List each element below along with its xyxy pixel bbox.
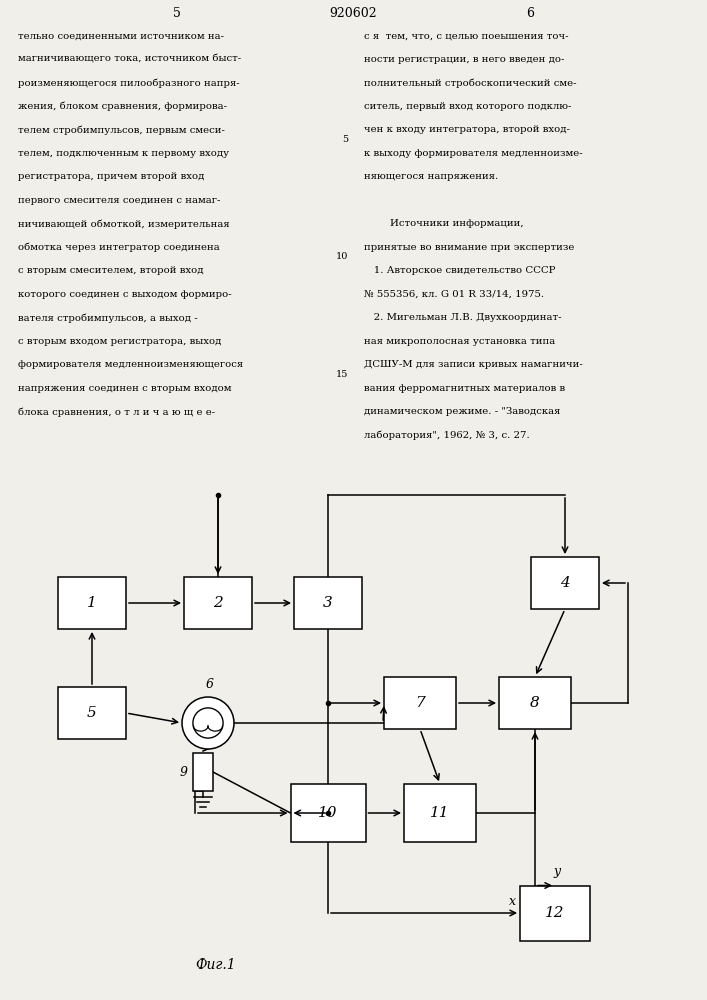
Text: 5: 5 bbox=[173, 7, 181, 20]
Text: полнительный стробоскопический сме-: полнительный стробоскопический сме- bbox=[364, 78, 577, 88]
Text: регистратора, причем второй вход: регистратора, причем второй вход bbox=[18, 172, 204, 181]
Text: 5: 5 bbox=[87, 706, 97, 720]
Bar bbox=[499, 677, 571, 729]
Bar bbox=[384, 677, 456, 729]
Text: ная микрополосная установка типа: ная микрополосная установка типа bbox=[364, 337, 556, 346]
Text: 2: 2 bbox=[213, 596, 223, 610]
Text: магничивающего тока, источником быст-: магничивающего тока, источником быст- bbox=[18, 55, 241, 64]
Text: 15: 15 bbox=[336, 370, 349, 379]
Bar bbox=[404, 784, 476, 842]
Text: 2. Мигельман Л.В. Двухкоординат-: 2. Мигельман Л.В. Двухкоординат- bbox=[364, 313, 561, 322]
Text: первого смесителя соединен с намаг-: первого смесителя соединен с намаг- bbox=[18, 196, 220, 205]
Text: к выходу формирователя медленноизме-: к выходу формирователя медленноизме- bbox=[364, 149, 583, 158]
Text: 6: 6 bbox=[526, 7, 534, 20]
Text: жения, блоком сравнения, формирова-: жения, блоком сравнения, формирова- bbox=[18, 102, 227, 111]
Bar bbox=[193, 753, 213, 791]
Text: 10: 10 bbox=[318, 806, 338, 820]
Bar bbox=[520, 886, 590, 940]
Bar bbox=[531, 557, 599, 609]
Bar bbox=[58, 577, 126, 629]
Text: с вторым смесителем, второй вход: с вторым смесителем, второй вход bbox=[18, 266, 203, 275]
Text: 4: 4 bbox=[560, 576, 570, 590]
Text: формирователя медленноизменяющегося: формирователя медленноизменяющегося bbox=[18, 360, 243, 369]
Text: напряжения соединен с вторым входом: напряжения соединен с вторым входом bbox=[18, 384, 231, 393]
Text: 6: 6 bbox=[206, 678, 214, 691]
Bar bbox=[291, 784, 366, 842]
Text: ности регистрации, в него введен до-: ности регистрации, в него введен до- bbox=[364, 55, 564, 64]
Text: 9: 9 bbox=[180, 766, 188, 778]
Text: роизменяющегося пилообразного напря-: роизменяющегося пилообразного напря- bbox=[18, 78, 239, 88]
Text: принятые во внимание при экспертизе: принятые во внимание при экспертизе bbox=[364, 243, 575, 252]
Text: ДСШУ-М для записи кривых намагничи-: ДСШУ-М для записи кривых намагничи- bbox=[364, 360, 583, 369]
Text: чен к входу интегратора, второй вход-: чен к входу интегратора, второй вход- bbox=[364, 125, 570, 134]
Text: 3: 3 bbox=[323, 596, 333, 610]
Text: блока сравнения, о т л и ч а ю щ е е-: блока сравнения, о т л и ч а ю щ е е- bbox=[18, 407, 215, 417]
Text: x: x bbox=[508, 895, 515, 908]
Text: обмотка через интегратор соединена: обмотка через интегратор соединена bbox=[18, 243, 219, 252]
Text: ситель, первый вход которого подклю-: ситель, первый вход которого подклю- bbox=[364, 102, 571, 111]
Bar bbox=[184, 577, 252, 629]
Text: № 555356, кл. G 01 R 33/14, 1975.: № 555356, кл. G 01 R 33/14, 1975. bbox=[364, 290, 544, 299]
Bar bbox=[294, 577, 362, 629]
Text: 8: 8 bbox=[530, 696, 540, 710]
Text: динамическом режиме. - "Заводская: динамическом режиме. - "Заводская bbox=[364, 407, 561, 416]
Text: 920602: 920602 bbox=[329, 7, 378, 20]
Text: тельно соединенными источником на-: тельно соединенными источником на- bbox=[18, 31, 223, 40]
Circle shape bbox=[182, 697, 234, 749]
Text: 10: 10 bbox=[336, 252, 349, 261]
Text: 1. Авторское свидетельство СССР: 1. Авторское свидетельство СССР bbox=[364, 266, 556, 275]
Text: ничивающей обмоткой, измерительная: ничивающей обмоткой, измерительная bbox=[18, 219, 229, 229]
Text: Фиг.1: Фиг.1 bbox=[195, 958, 235, 972]
Text: с я  тем, что, с целью поеышения точ-: с я тем, что, с целью поеышения точ- bbox=[364, 31, 568, 40]
Text: 5: 5 bbox=[342, 135, 349, 144]
Text: 1: 1 bbox=[87, 596, 97, 610]
Text: телем, подключенным к первому входу: телем, подключенным к первому входу bbox=[18, 149, 229, 158]
Text: лаборатория", 1962, № 3, с. 27.: лаборатория", 1962, № 3, с. 27. bbox=[364, 431, 530, 440]
Text: y: y bbox=[554, 864, 561, 878]
Text: вания ферромагнитных материалов в: вания ферромагнитных материалов в bbox=[364, 384, 565, 393]
Text: няющегося напряжения.: няющегося напряжения. bbox=[364, 172, 498, 181]
Text: Источники информации,: Источники информации, bbox=[364, 219, 524, 228]
Text: которого соединен с выходом формиро-: которого соединен с выходом формиро- bbox=[18, 290, 231, 299]
Text: 11: 11 bbox=[431, 806, 450, 820]
Text: 7: 7 bbox=[415, 696, 425, 710]
Text: вателя стробимпульсов, а выход -: вателя стробимпульсов, а выход - bbox=[18, 313, 197, 323]
Text: телем стробимпульсов, первым смеси-: телем стробимпульсов, первым смеси- bbox=[18, 125, 225, 135]
Text: с вторым входом регистратора, выход: с вторым входом регистратора, выход bbox=[18, 337, 221, 346]
Bar bbox=[58, 687, 126, 739]
Text: 12: 12 bbox=[545, 906, 565, 920]
